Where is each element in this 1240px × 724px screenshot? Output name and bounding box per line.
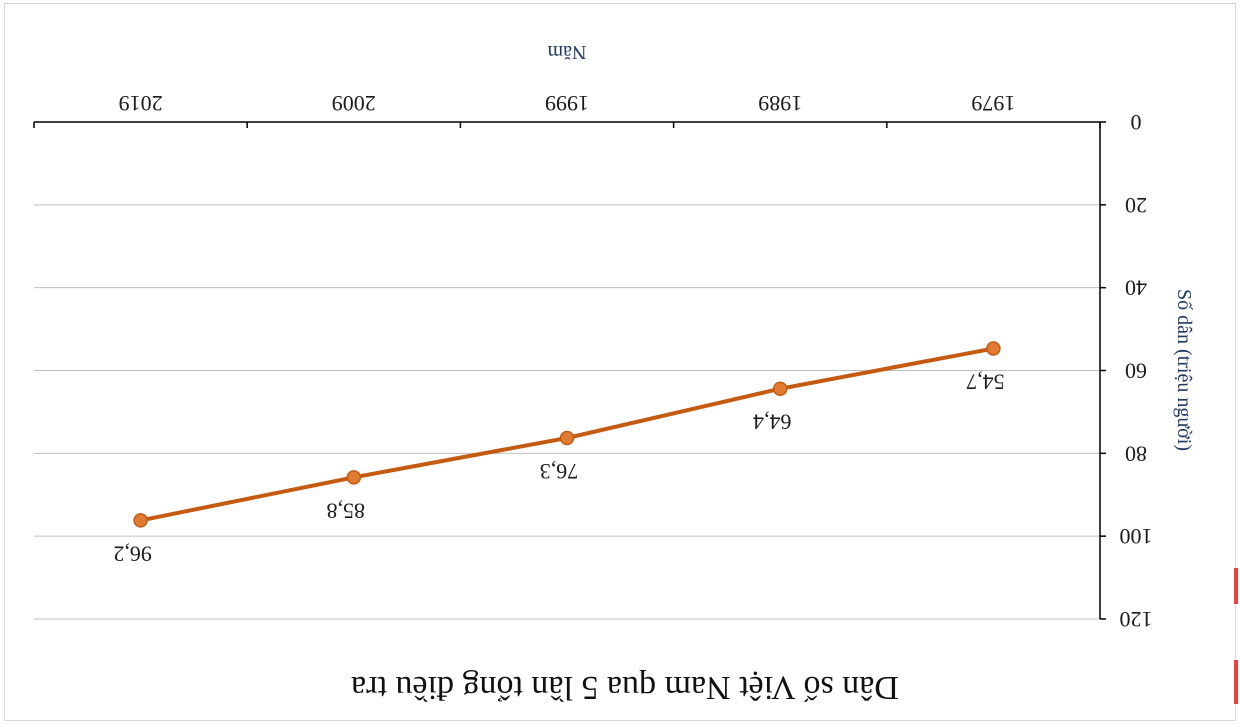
x-tick-label-2019: 2019	[119, 91, 163, 116]
edge-mark-top	[1234, 568, 1238, 604]
y-tick-label-20: 20	[1125, 193, 1147, 218]
data-labels: 54,7 64,4 76,3 85,8 96,2	[113, 370, 1004, 567]
data-label-1989: 64,4	[753, 410, 792, 435]
x-tick-label-1999: 1999	[545, 91, 589, 116]
data-label-1999: 76,3	[540, 459, 579, 484]
y-tick-label-40: 40	[1125, 276, 1147, 301]
data-label-1979: 54,7	[966, 370, 1005, 395]
data-point-2019	[133, 513, 148, 528]
y-axis-title: Số dân (triệu người)	[1173, 289, 1195, 451]
data-point-2009	[346, 470, 362, 485]
chart-frame	[4, 3, 1236, 721]
x-tick-label-1979: 1979	[971, 91, 1015, 116]
data-label-2009: 85,8	[327, 498, 366, 523]
y-tick-label-80: 80	[1125, 441, 1147, 466]
chart-text: Dân số Việt Nam qua 5 lần tổng điều tra …	[351, 41, 1195, 706]
y-tick-label-100: 100	[1120, 524, 1153, 549]
y-tick-label-120: 120	[1120, 607, 1153, 632]
y-tick-label-0: 0	[1131, 110, 1142, 135]
data-point-1999	[559, 430, 575, 446]
gridlines	[34, 204, 1100, 620]
chart-title: Dân số Việt Nam qua 5 lần tổng điều tra	[351, 669, 899, 706]
y-tick-label-60: 60	[1125, 359, 1147, 384]
axes: 0 20 40 60 80 100 120 1979 1989 1999 2009 2019	[33, 91, 1153, 632]
x-tick-label-2009: 2009	[332, 91, 376, 116]
data-point-1979	[986, 341, 1001, 356]
data-point-1989	[772, 381, 788, 396]
edge-mark-bottom	[1234, 660, 1238, 704]
data-label-2019: 96,2	[113, 541, 152, 566]
x-tick-label-1989: 1989	[758, 91, 802, 116]
series-population	[133, 341, 1001, 528]
x-axis-title: Năm	[547, 41, 586, 63]
